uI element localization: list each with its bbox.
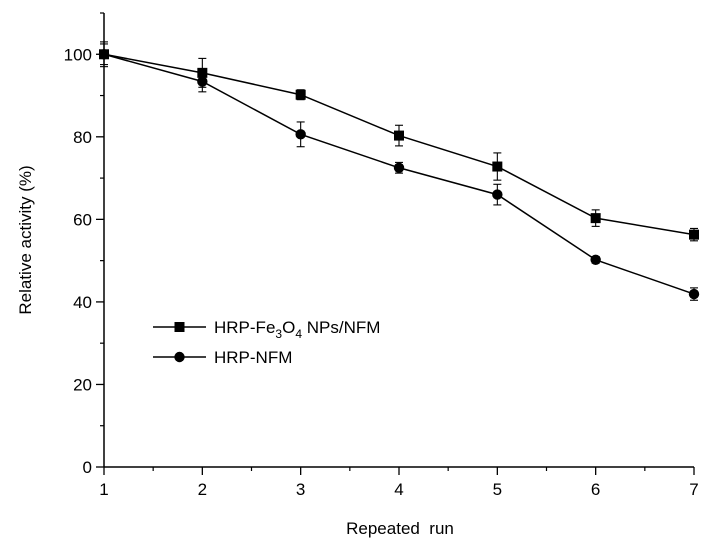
data-point-square xyxy=(689,229,699,240)
legend-label-part: O xyxy=(282,318,295,337)
y-axis-title: Relative activity (%) xyxy=(16,165,35,314)
y-tick-label: 100 xyxy=(64,45,92,64)
data-point-circle xyxy=(688,288,700,300)
y-tick-label: 60 xyxy=(73,210,92,229)
y-tick-label: 0 xyxy=(83,458,92,477)
x-tick-label: 5 xyxy=(493,480,502,499)
data-point-square xyxy=(492,161,503,172)
data-point-circle xyxy=(98,49,110,60)
legend-item-1: HRP-Fe3O4 NPs/NFM xyxy=(153,318,380,341)
series-2 xyxy=(98,43,700,301)
series-1 xyxy=(99,41,699,242)
x-tick-label: 4 xyxy=(394,480,403,499)
legend-item-2: HRP-NFM xyxy=(153,348,292,367)
data-point-circle xyxy=(393,162,405,173)
legend-label-part: NPs/NFM xyxy=(302,318,380,337)
legend-square-marker xyxy=(174,322,185,332)
x-tick-label: 7 xyxy=(689,480,698,499)
x-tick-label: 2 xyxy=(198,480,207,499)
data-point-square xyxy=(295,89,306,100)
legend: HRP-Fe3O4 NPs/NFM HRP-NFM xyxy=(153,318,380,367)
data-point-circle xyxy=(492,189,503,200)
legend-label: HRP-Fe3O4 NPs/NFM xyxy=(214,318,380,341)
legend-label-part: 3 xyxy=(275,327,282,341)
legend-label-part: 4 xyxy=(295,327,302,341)
data-point-square xyxy=(590,213,601,224)
data-point-circle xyxy=(295,129,306,140)
x-tick-label: 3 xyxy=(296,480,305,499)
x-axis-title: Repeated run xyxy=(346,519,454,538)
y-tick-label: 80 xyxy=(73,128,92,147)
data-point-circle xyxy=(590,254,601,266)
data-point-square xyxy=(394,130,404,141)
x-tick-label: 6 xyxy=(591,480,600,499)
series-line xyxy=(103,53,695,295)
y-tick-label: 20 xyxy=(73,375,92,394)
legend-label: HRP-NFM xyxy=(214,348,292,367)
series-layer xyxy=(98,41,700,301)
legend-circle-marker xyxy=(174,351,185,363)
y-tick-label: 40 xyxy=(73,293,92,312)
legend-label-part: HRP-Fe xyxy=(214,318,275,337)
x-tick-label: 1 xyxy=(99,480,108,499)
data-point-circle xyxy=(197,76,208,87)
